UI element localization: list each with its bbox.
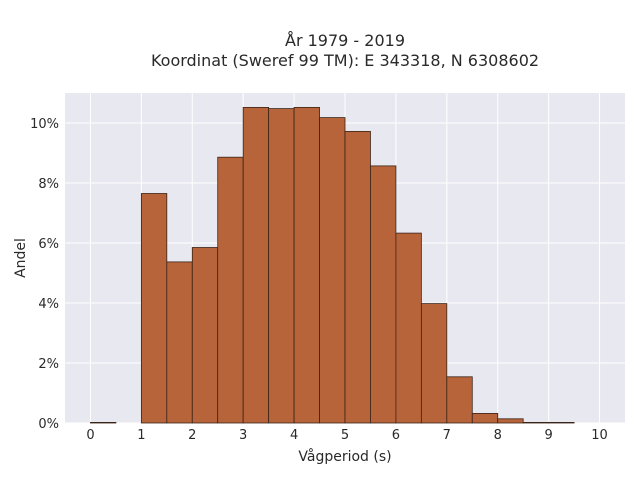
x-tick-label: 1 — [137, 428, 145, 443]
histogram-bar — [471, 412, 499, 424]
x-tick-labels: 0 1 2 3 4 5 6 7 8 9 10 — [86, 428, 608, 443]
y-tick-label: 2% — [38, 357, 59, 372]
y-tick-labels: 0% 2% 4% 6% 8% 10% — [30, 117, 59, 432]
chart-subtitle: Koordinat (Sweref 99 TM): E 343318, N 63… — [151, 51, 539, 70]
x-tick-label: 5 — [341, 428, 349, 443]
histogram-bar — [140, 193, 168, 424]
histogram-bar — [344, 130, 371, 424]
histogram-bar — [446, 376, 473, 424]
x-axis-label: Vågperiod (s) — [298, 448, 391, 465]
y-axis-label: Andel — [13, 238, 29, 278]
x-tick-label: 2 — [188, 428, 196, 443]
y-tick-label: 0% — [38, 417, 59, 432]
y-tick-label: 8% — [38, 177, 59, 192]
histogram-bar — [293, 107, 320, 424]
histogram-bar — [319, 117, 346, 424]
histogram-bar — [90, 421, 117, 424]
histogram-bar — [217, 156, 244, 424]
x-tick-label: 3 — [239, 428, 247, 443]
chart-title: År 1979 - 2019 — [285, 31, 405, 50]
histogram-bar — [242, 107, 270, 424]
x-tick-label: 8 — [494, 428, 502, 443]
x-tick-label: 7 — [443, 428, 451, 443]
x-tick-label: 10 — [591, 428, 608, 443]
histogram-bar — [166, 261, 193, 424]
histogram-bar — [395, 232, 422, 424]
x-tick-label: 4 — [290, 428, 298, 443]
histogram-bar — [497, 418, 524, 424]
x-tick-label: 0 — [86, 428, 94, 443]
histogram-bar — [370, 165, 397, 424]
histogram-bar — [522, 421, 550, 424]
x-tick-label: 6 — [392, 428, 400, 443]
histogram-bar — [548, 421, 575, 424]
y-tick-label: 10% — [30, 117, 59, 132]
histogram-bar — [420, 303, 448, 424]
histogram-bar — [268, 108, 295, 424]
x-tick-label: 9 — [544, 428, 552, 443]
bars — [90, 107, 575, 424]
y-tick-label: 6% — [38, 237, 59, 252]
y-tick-label: 4% — [38, 297, 59, 312]
histogram-bar — [191, 247, 219, 424]
